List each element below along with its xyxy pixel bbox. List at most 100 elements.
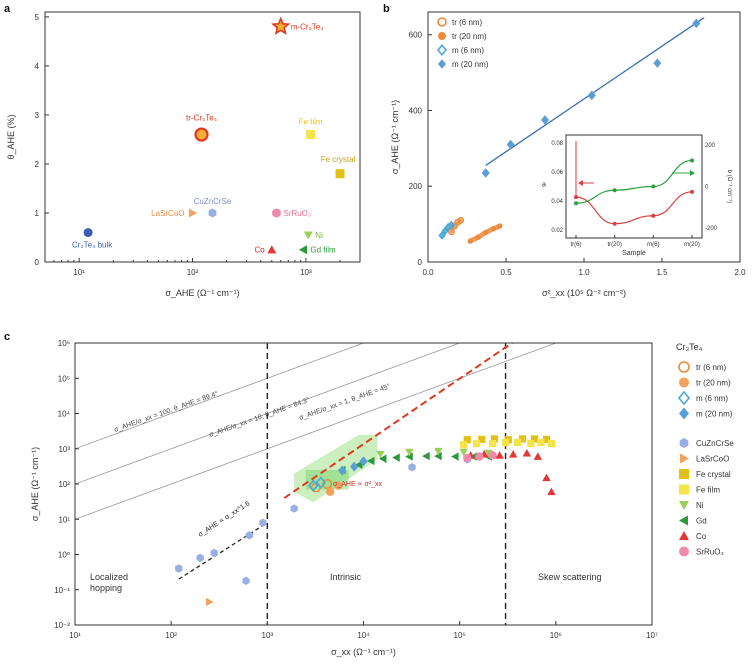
panel-a-point-label: m-Cr₃Te₄ — [291, 23, 324, 32]
panel-b-point — [447, 220, 456, 230]
panel-c-legend-label: tr (20 nm) — [696, 379, 731, 388]
panel-c-region-label: Localized hopping — [90, 572, 128, 593]
panel-a-xtick-label: 10¹ — [73, 268, 85, 277]
panel-c-point — [463, 436, 471, 444]
panel-c-xtick-label: 10² — [165, 631, 177, 640]
panel-c-point — [359, 456, 368, 467]
panel-a-ytick-label: 4 — [35, 62, 40, 71]
panel-a-xtick-label: 10³ — [300, 268, 312, 277]
inset-xtick-label: tr(20) — [607, 242, 621, 248]
panel-a-point — [271, 208, 281, 218]
panel-c-legend-title: Cr₃Te₄ — [676, 342, 703, 352]
panel-c-point — [315, 476, 327, 489]
panel-c-point — [490, 435, 499, 443]
panel-a-point-label: Cr₃Te₄ bulk — [72, 241, 113, 250]
panel-b-legend-label: tr (20 nm) — [452, 32, 487, 41]
panel-c-legend-label: m (20 nm) — [696, 410, 733, 419]
panel-b-fit-line — [485, 17, 705, 166]
panel-c-legend-marker — [679, 531, 689, 540]
inset-right-tick: 200 — [705, 143, 716, 149]
panel-b-legend-marker — [438, 32, 446, 40]
panel-c-point — [542, 435, 551, 443]
panel-c-point — [325, 487, 335, 497]
panel-c-point — [518, 435, 527, 443]
panel-c-ratio-line — [75, 343, 365, 450]
inset-red-curve — [575, 191, 693, 225]
inset-red-point — [690, 189, 694, 194]
panel-c-ratio-label: σ_AHE/σ_xx = 10, θ_AHE = 84.3° — [208, 396, 311, 439]
panel-c-point — [422, 451, 430, 461]
panel-c-point — [206, 597, 214, 607]
panel-a-point — [267, 245, 277, 254]
panel-a-point — [271, 16, 291, 35]
region-line: hopping — [90, 583, 122, 593]
panel-a-point-label: tr-Cr₃Te₄ — [186, 114, 217, 123]
inset-right-label: b (Ω⁻¹ cm⁻¹) — [726, 170, 732, 203]
panel-c-legend-label: tr (6 nm) — [696, 363, 727, 372]
panel-a-point — [83, 228, 93, 238]
panel-b-ytick-label: 0 — [418, 258, 423, 267]
inset-red-point — [651, 213, 656, 218]
inset-left-tick: 0.06 — [551, 170, 563, 176]
panel-c-legend-marker — [679, 501, 689, 510]
panel-c-point — [508, 450, 518, 458]
panel-c-point — [366, 456, 375, 466]
inset-right-tick: -200 — [705, 226, 718, 232]
panel-c-point — [175, 564, 183, 573]
panel-c-point — [478, 435, 486, 443]
inset-frame — [565, 134, 703, 239]
panel-c-point — [488, 439, 497, 448]
panel-c-point — [501, 438, 510, 447]
panel-c-xtick-label: 10¹ — [69, 631, 81, 640]
panel-a-point — [303, 231, 313, 240]
panel-c-point — [533, 452, 543, 460]
panel-c-legend-label: Co — [696, 532, 707, 541]
panel-a-ytick-label: 3 — [35, 111, 40, 120]
panel-c-point — [488, 451, 497, 460]
panel-c-point — [434, 447, 443, 456]
panel-c-point — [513, 438, 522, 447]
panel-b-inset: tr(6) tr(20) m(6) m(20) Sample 0.08 0.06 0.04 0.… — [542, 134, 732, 257]
panel-a-ytick-label: 1 — [35, 209, 40, 218]
panel-c-legend-label: Gd — [696, 517, 707, 526]
panel-c-ratio-label: σ_AHE/σ_xx = 100, θ_AHE = 89.4° — [113, 390, 219, 434]
panel-b-legend-label: tr (6 nm) — [452, 18, 483, 27]
panel-b-point — [692, 18, 701, 29]
inset-left-tick: 0.04 — [551, 199, 563, 205]
panel-b-xtick-label: 0.5 — [500, 268, 512, 277]
panel-c-letter: c — [4, 331, 10, 343]
panel-c-region-label: Intrinsic — [330, 572, 362, 582]
inset-left-tick: 0.08 — [551, 141, 563, 147]
panel-b-point — [475, 234, 481, 240]
panel-a-point — [194, 127, 209, 142]
panel-a-point — [188, 208, 198, 218]
panel-a-point-label: Fe crystal — [321, 155, 356, 164]
panel-a-xlabel: σ_AHE (Ω⁻¹ cm⁻¹) — [165, 288, 239, 298]
panel-b-point — [467, 238, 473, 244]
inset-left-label: a — [542, 182, 546, 189]
panel-c-point — [475, 452, 484, 461]
panel-c-point — [495, 451, 504, 459]
panel-b-xtick-label: 1.0 — [578, 268, 590, 277]
panel-b-ytick-label: 200 — [409, 182, 423, 191]
panel-c-ytick-label: 10¹ — [58, 515, 70, 524]
inset-green-curve — [575, 159, 693, 204]
panel-b-xlabel: σ²_xx (10⁵ Ω⁻² cm⁻²) — [542, 288, 626, 298]
panel-c: c 10⁻² 10⁻¹ 10⁰ 10¹ 10² 10³ 10⁴ 10⁵ 10⁶ 10¹ 10² 10³ 1… — [4, 331, 734, 657]
panel-c-legend-label: SrRuO₃ — [696, 548, 724, 557]
panel-c-point — [242, 576, 250, 585]
panel-c-point — [245, 531, 253, 540]
panel-b-legend-marker — [438, 59, 446, 69]
panel-a-xtick-label: 10² — [187, 268, 199, 277]
panel-c-point — [527, 439, 535, 448]
panel-c-xtick-label: 10⁶ — [550, 631, 562, 640]
panel-c-ylabel: σ_AHE (Ω⁻¹ cm⁻¹) — [30, 447, 40, 521]
panel-c-xlabel: σ_xx (Ω⁻¹ cm⁻¹) — [331, 647, 396, 657]
panel-c-point — [542, 473, 551, 482]
panel-a-point — [335, 169, 345, 179]
panel-c-point — [196, 553, 204, 563]
panel-c-region-label: Skew scattering — [538, 572, 602, 582]
panel-b-xtick-label: 1.5 — [656, 268, 668, 277]
panel-b-xtick-label: 0.0 — [422, 268, 434, 277]
panel-c-legend-marker — [679, 484, 689, 495]
